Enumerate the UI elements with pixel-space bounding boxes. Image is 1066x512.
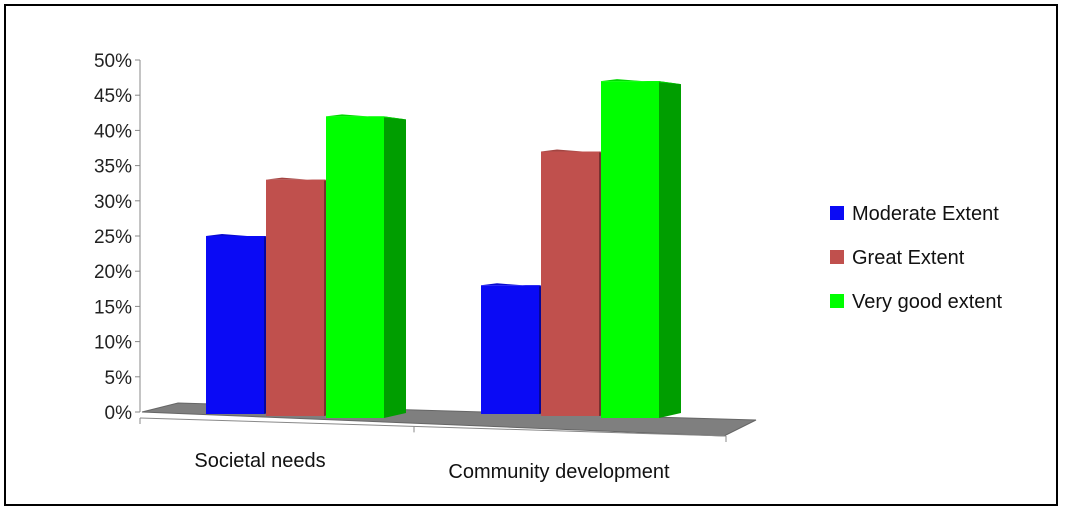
y-tick-label: 5% — [105, 368, 133, 389]
bar-top-great-extent — [266, 177, 346, 183]
x-category-label: Societal needs — [194, 450, 325, 472]
bar-side-very-good-extent — [384, 116, 406, 418]
bar-top-moderate-extent — [206, 234, 286, 239]
y-tick-label: 10% — [94, 333, 132, 354]
x-axis-line — [139, 417, 727, 437]
legend-swatch — [830, 294, 844, 308]
bar-great-extent — [541, 151, 599, 416]
legend-label: Moderate Extent — [852, 203, 999, 225]
y-tick-label: 40% — [94, 121, 132, 142]
bar-great-extent — [266, 179, 324, 416]
legend-swatch — [830, 250, 844, 264]
chart-frame: 0% 5% 10% 15% 20% 25% 30% 35% 40% 45% 50% Societal … — [4, 4, 1058, 506]
bar-moderate-extent — [206, 236, 264, 414]
bar-moderate-extent — [481, 285, 539, 414]
y-tick-label: 15% — [94, 297, 132, 318]
y-tick-label: 25% — [94, 227, 132, 248]
y-tick-label: 35% — [94, 157, 132, 178]
y-tick-label: 45% — [94, 86, 132, 107]
bar-very-good-extent — [601, 81, 659, 419]
bar-top-great-extent — [541, 149, 621, 155]
legend-label: Very good extent — [852, 291, 1003, 313]
bar-very-good-extent — [326, 116, 384, 418]
bar-side-very-good-extent — [659, 81, 681, 419]
x-category-label: Community development — [448, 461, 670, 483]
y-tick-label: 30% — [94, 192, 132, 213]
bar-chart: 0% 5% 10% 15% 20% 25% 30% 35% 40% 45% 50% Societal … — [94, 51, 1003, 483]
bar-top-moderate-extent — [481, 283, 561, 289]
legend-label: Great Extent — [852, 247, 965, 269]
y-tick-label: 20% — [94, 262, 132, 283]
legend-swatch — [830, 206, 844, 220]
y-tick-label: 0% — [105, 403, 133, 424]
y-tick-label: 50% — [94, 51, 132, 72]
bar-top-very-good-extent — [326, 114, 406, 120]
bar-top-very-good-extent — [601, 79, 681, 85]
